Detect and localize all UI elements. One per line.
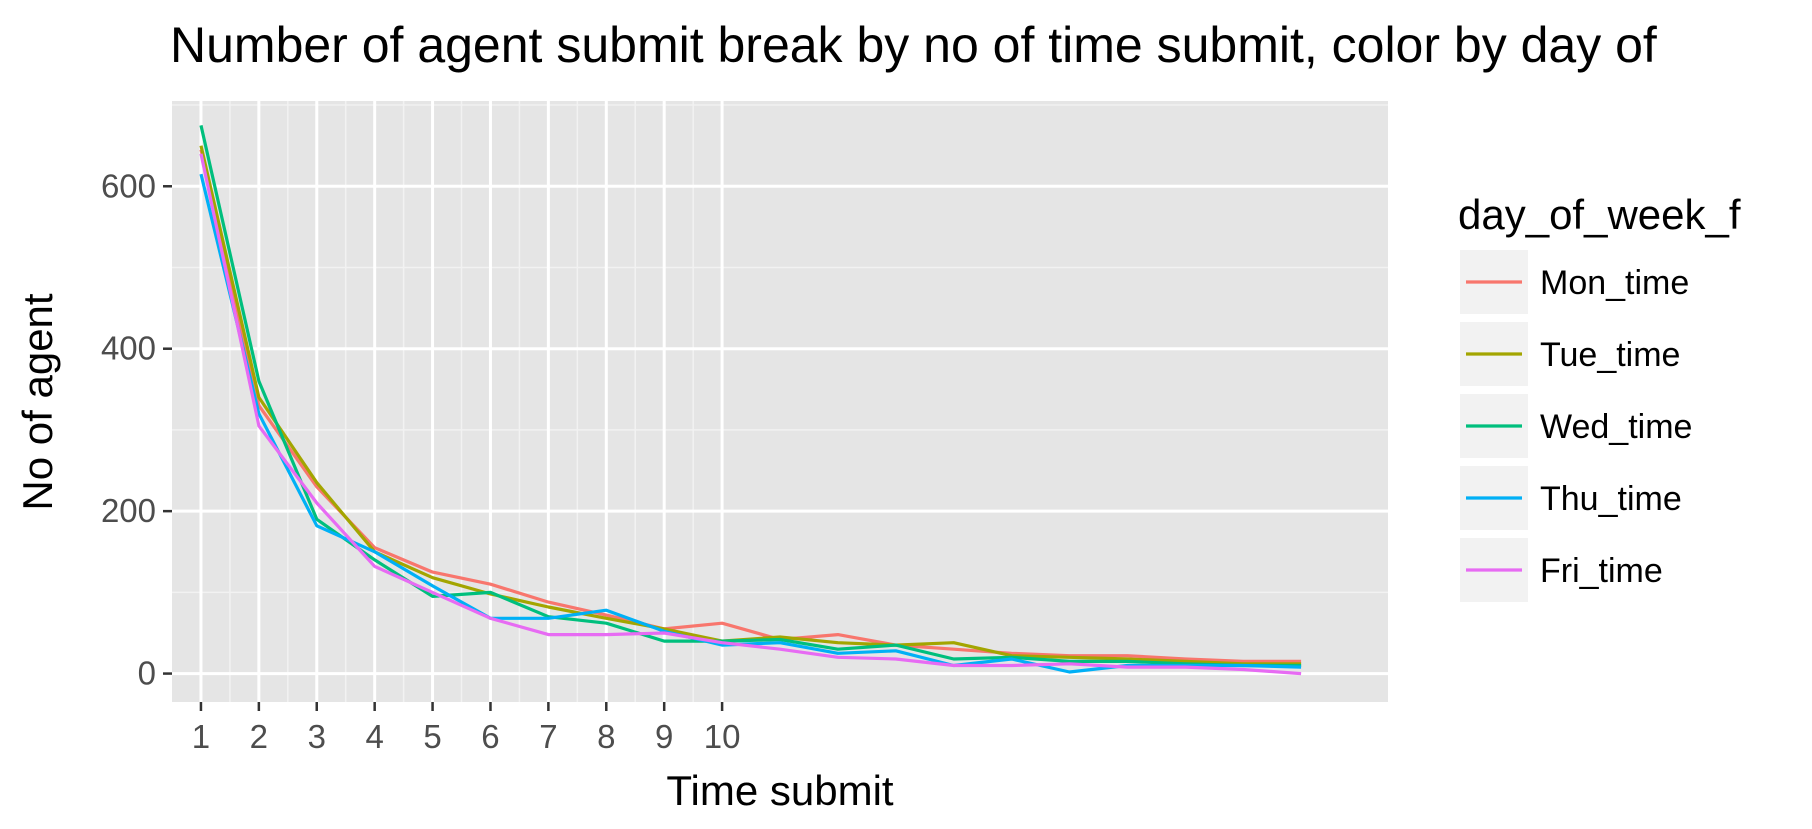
series-lines <box>199 125 1302 676</box>
major-gridlines <box>172 101 1388 702</box>
x-tick-label: 7 <box>539 718 557 755</box>
x-tick-label: 2 <box>250 718 268 755</box>
x-tick-label: 3 <box>308 718 326 755</box>
x-tick-label: 6 <box>481 718 499 755</box>
legend-label-mon-time: Mon_time <box>1540 264 1689 302</box>
series-line-mon-time <box>199 149 1302 664</box>
x-tick-label: 10 <box>704 718 741 755</box>
legend: day_of_week_f Mon_time Tue_time Wed_time Th… <box>1458 191 1741 602</box>
legend-label-wed-time: Wed_time <box>1540 408 1692 446</box>
chart-title: Number of agent submit break by no of ti… <box>170 17 1657 73</box>
y-tick-label: 400 <box>101 330 156 367</box>
x-tick-label: 9 <box>655 718 673 755</box>
series-line-fri-time <box>199 153 1302 676</box>
legend-label-fri-time: Fri_time <box>1540 552 1663 590</box>
y-tick-label: 600 <box>101 167 156 204</box>
x-tick-label: 8 <box>597 718 615 755</box>
y-axis-title: No of agent <box>14 293 61 510</box>
series-line-wed-time <box>199 125 1302 668</box>
legend-label-tue-time: Tue_time <box>1540 336 1680 374</box>
x-tick-label: 4 <box>365 718 383 755</box>
x-axis: 1 2 3 4 5 6 7 8 9 10 <box>192 702 741 755</box>
x-axis-title: Time submit <box>666 767 893 814</box>
y-axis: 0 200 400 600 <box>101 167 172 692</box>
x-tick-label: 1 <box>192 718 210 755</box>
y-tick-label: 200 <box>101 492 156 529</box>
legend-label-thu-time: Thu_time <box>1540 480 1682 518</box>
plot-panel <box>172 101 1388 702</box>
y-tick-label: 0 <box>138 655 156 692</box>
x-tick-label: 5 <box>423 718 441 755</box>
legend-title: day_of_week_f <box>1458 191 1741 238</box>
